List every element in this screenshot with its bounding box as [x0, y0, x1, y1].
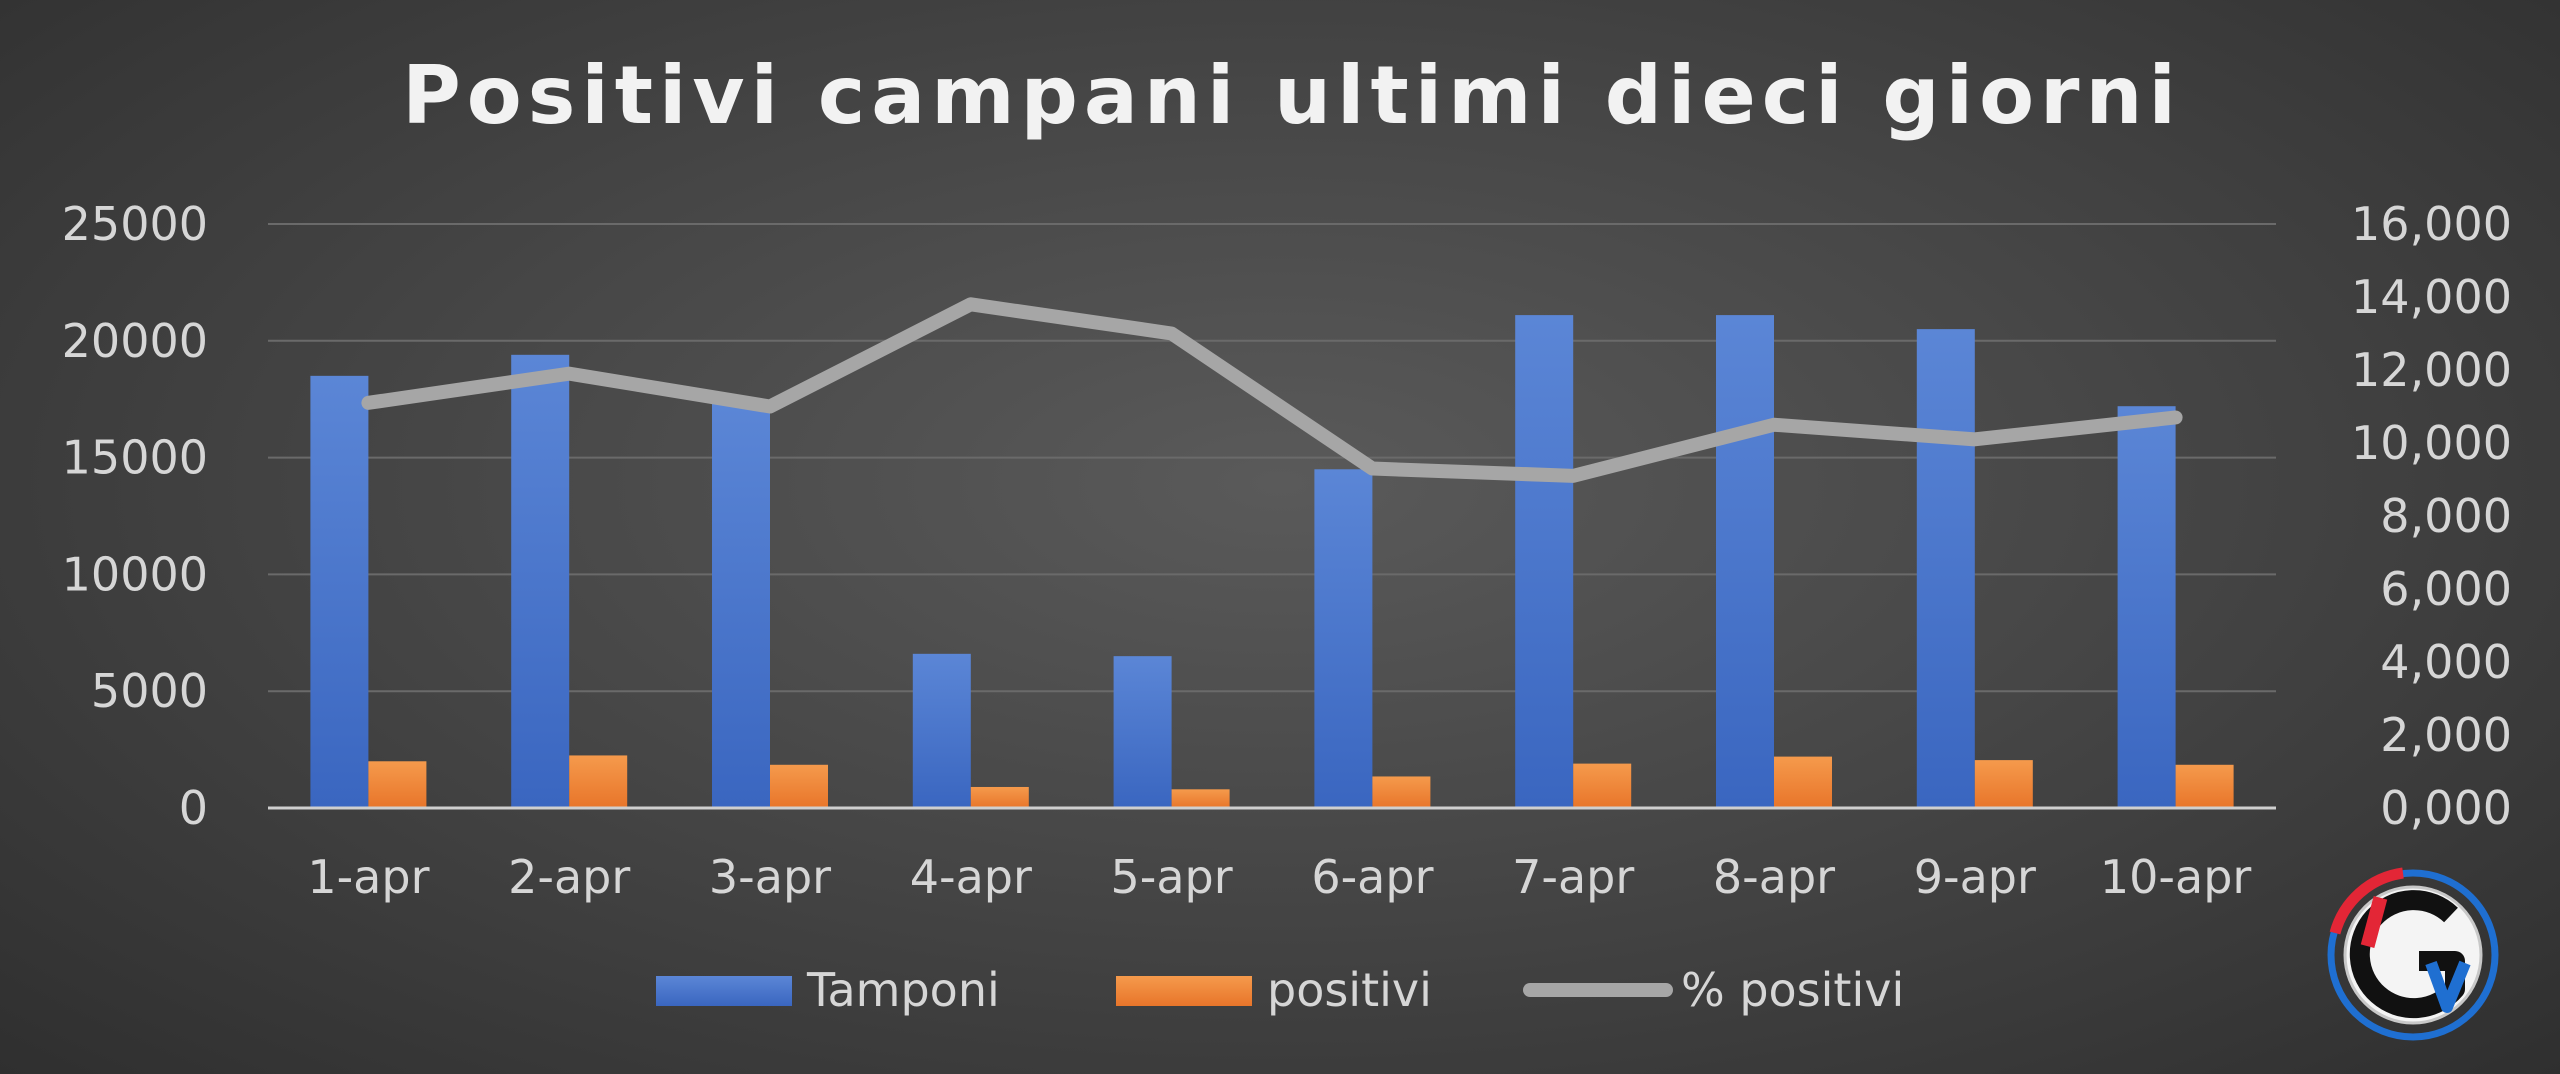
bar-positivi — [1171, 789, 1230, 808]
line-percent-positivi — [361, 297, 2183, 483]
bar-positivi — [970, 786, 1029, 808]
logo-v-shape — [2425, 960, 2471, 1013]
y-axis-left-tick-label: 0 — [179, 781, 208, 835]
y-axis-left-tick-label: 5000 — [91, 664, 208, 718]
chart-title: Positivi campani ultimi dieci giorni — [402, 49, 2182, 142]
line-point — [1972, 437, 1977, 442]
bar-tamponi — [712, 403, 770, 808]
y-axis-right-tick-label: 10,000 — [2351, 416, 2512, 470]
legend-swatch-tamponi — [656, 976, 792, 1006]
y-axis-left-tick-label: 15000 — [62, 431, 208, 485]
line-point — [768, 404, 772, 409]
bar-tamponi — [1716, 315, 1774, 808]
bar-positivi — [1774, 756, 1832, 808]
x-axis-tick-label: 4-apr — [910, 850, 1032, 904]
logo-ring-outer — [2327, 869, 2499, 1041]
line-point — [968, 302, 973, 307]
bar-series — [310, 315, 2234, 808]
x-axis-tick-label: 1-apr — [307, 850, 429, 904]
y-axis-right-tick-label: 16,000 — [2351, 197, 2512, 251]
logo-arc-red — [2329, 867, 2404, 935]
legend: Tamponi positivi % positivi — [656, 963, 1904, 1017]
x-axis-tick-label: 10-apr — [2100, 850, 2252, 904]
bar-positivi — [569, 755, 628, 808]
axes: 0 5000 10000 15000 20000 25000 0,000 2,000 4,000… — [62, 197, 2512, 904]
bar-positivi — [2175, 764, 2234, 808]
bar-positivi — [1974, 760, 2033, 808]
y-axis-right-tick-label: 0,000 — [2380, 781, 2512, 835]
x-axis-tick-label: 2-apr — [508, 850, 630, 904]
bar-positivi — [368, 761, 427, 808]
line-point — [1370, 466, 1375, 471]
line-series — [361, 297, 2183, 483]
bar-tamponi — [1515, 315, 1574, 808]
y-axis-right-tick-label: 8,000 — [2380, 489, 2512, 543]
bar-tamponi — [1314, 469, 1373, 808]
y-axis-right-tick-label: 12,000 — [2351, 343, 2512, 397]
y-axis-right-tick-label: 6,000 — [2380, 562, 2512, 616]
bar-tamponi — [511, 354, 570, 808]
line-point — [366, 400, 371, 405]
line-point — [1169, 331, 1174, 336]
x-axis-tick-label: 6-apr — [1311, 850, 1433, 904]
line-point — [1772, 422, 1776, 427]
bar-positivi — [1573, 763, 1632, 808]
x-axis-tick-label: 7-apr — [1512, 850, 1634, 904]
legend-label-tamponi: Tamponi — [806, 963, 1000, 1017]
legend-label-positivi: positivi — [1267, 963, 1432, 1017]
legend-swatch-positivi — [1116, 976, 1252, 1006]
y-axis-right-tick-label: 2,000 — [2380, 708, 2512, 762]
bar-tamponi — [2117, 406, 2176, 808]
bar-tamponi — [1113, 656, 1172, 808]
y-axis-right-tick-label: 14,000 — [2351, 270, 2512, 324]
igv-logo — [2327, 867, 2499, 1041]
x-axis-tick-label: 8-apr — [1713, 850, 1835, 904]
bar-positivi — [770, 764, 828, 808]
y-axis-right-tick-label: 4,000 — [2380, 635, 2512, 689]
logo-g-shape — [2349, 890, 2465, 1019]
y-axis-left-tick-label: 25000 — [62, 197, 208, 251]
x-axis-tick-label: 5-apr — [1111, 850, 1233, 904]
line-point — [1571, 473, 1576, 478]
bar-tamponi — [1916, 329, 1975, 808]
y-axis-left-tick-label: 10000 — [62, 547, 208, 601]
x-axis-tick-label: 3-apr — [709, 850, 831, 904]
line-point — [2173, 415, 2178, 420]
logo-i-stroke — [2360, 896, 2388, 948]
bar-positivi — [1372, 776, 1431, 808]
y-axis-left-tick-label: 20000 — [62, 314, 208, 368]
line-point — [567, 371, 572, 376]
bar-tamponi — [310, 375, 369, 808]
legend-label-percent-positivi: % positivi — [1681, 963, 1904, 1017]
bar-tamponi — [912, 653, 971, 808]
x-axis-tick-label: 9-apr — [1914, 850, 2036, 904]
